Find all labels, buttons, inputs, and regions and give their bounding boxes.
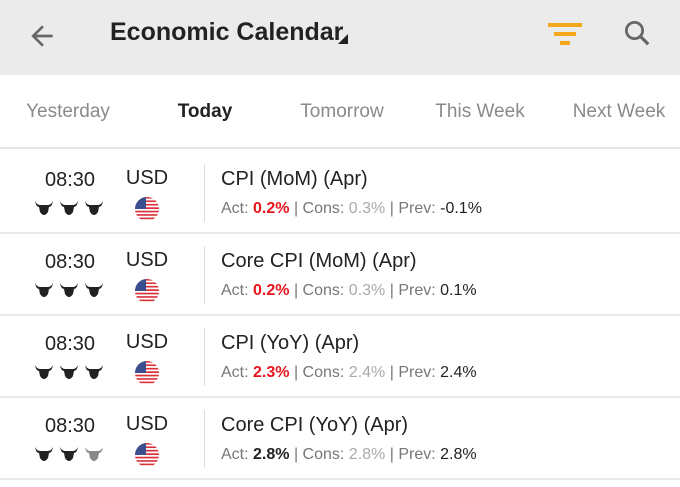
separator: | bbox=[293, 364, 299, 381]
bull-importance-icon bbox=[60, 447, 78, 461]
us-flag-icon bbox=[135, 197, 159, 221]
event-time: 08:30 bbox=[44, 415, 96, 437]
importance-indicator bbox=[34, 200, 104, 216]
us-flag-icon bbox=[135, 443, 159, 467]
event-name: Core CPI (MoM) (Apr) bbox=[221, 250, 417, 272]
actual-value: 0.2% bbox=[253, 282, 290, 299]
consensus-value: 0.3% bbox=[348, 200, 386, 217]
event-name: CPI (YoY) (Apr) bbox=[221, 332, 360, 354]
separator: | bbox=[389, 364, 394, 381]
separator: | bbox=[293, 282, 299, 299]
page-title[interactable]: Economic Calendar bbox=[110, 18, 344, 46]
search-icon[interactable] bbox=[622, 18, 652, 48]
importance-indicator bbox=[34, 282, 104, 298]
bull-importance-icon bbox=[60, 365, 78, 379]
actual-value: 0.2% bbox=[253, 200, 290, 217]
previous-label: Prev: bbox=[398, 364, 436, 381]
event-values: Act: 0.2% | Cons: 0.3% | Prev: 0.1% bbox=[221, 282, 477, 300]
previous-value: 0.1% bbox=[440, 282, 477, 299]
actual-label: Act: bbox=[221, 200, 249, 217]
actual-value: 2.3% bbox=[253, 364, 290, 381]
previous-value: 2.4% bbox=[440, 364, 477, 381]
event-time: 08:30 bbox=[44, 169, 96, 191]
tab-yesterday[interactable]: Yesterday bbox=[26, 101, 110, 122]
previous-value: -0.1% bbox=[440, 200, 482, 217]
actual-label: Act: bbox=[221, 282, 249, 299]
bull-importance-icon bbox=[85, 283, 103, 297]
previous-label: Prev: bbox=[398, 282, 436, 299]
tab-today[interactable]: Today bbox=[177, 101, 233, 122]
currency: USD bbox=[125, 413, 169, 435]
divider bbox=[204, 328, 205, 386]
app-bar: Economic Calendar bbox=[0, 0, 680, 75]
separator: | bbox=[389, 282, 394, 299]
separator: | bbox=[293, 200, 299, 217]
consensus-label: Cons: bbox=[302, 364, 345, 381]
previous-label: Prev: bbox=[398, 446, 436, 463]
previous-value: 2.8% bbox=[440, 446, 477, 463]
bull-importance-icon bbox=[35, 201, 53, 215]
bull-importance-icon bbox=[85, 447, 103, 461]
us-flag-icon bbox=[135, 361, 159, 385]
bull-importance-icon bbox=[35, 365, 53, 379]
event-row[interactable]: 08:30 USD Core CPI (MoM) (Apr) Act: 0.2%… bbox=[0, 234, 680, 316]
consensus-value: 2.8% bbox=[348, 446, 386, 463]
bull-importance-icon bbox=[85, 365, 103, 379]
bull-importance-icon bbox=[85, 201, 103, 215]
event-row[interactable]: 08:30 USD Core CPI (YoY) (Apr) Act: 2.8%… bbox=[0, 398, 680, 480]
event-time: 08:30 bbox=[44, 251, 96, 273]
consensus-label: Cons: bbox=[302, 200, 345, 217]
consensus-label: Cons: bbox=[302, 282, 345, 299]
event-row[interactable]: 08:30 USD CPI (YoY) (Apr) Act: 2.3% | Co… bbox=[0, 316, 680, 398]
event-name: Core CPI (YoY) (Apr) bbox=[221, 414, 409, 436]
us-flag-icon bbox=[135, 279, 159, 303]
actual-label: Act: bbox=[221, 446, 249, 463]
separator: | bbox=[389, 446, 394, 463]
bull-importance-icon bbox=[60, 201, 78, 215]
event-name: CPI (MoM) (Apr) bbox=[221, 168, 368, 190]
dropdown-caret-icon[interactable] bbox=[338, 34, 348, 44]
event-time: 08:30 bbox=[44, 333, 96, 355]
event-values: Act: 2.3% | Cons: 2.4% | Prev: 2.4% bbox=[221, 364, 477, 382]
currency: USD bbox=[125, 331, 169, 353]
divider bbox=[204, 410, 205, 468]
date-tabs: Yesterday Today Tomorrow This Week Next … bbox=[0, 75, 680, 149]
actual-label: Act: bbox=[221, 364, 249, 381]
bull-importance-icon bbox=[35, 283, 53, 297]
separator: | bbox=[293, 446, 299, 463]
event-values: Act: 0.2% | Cons: 0.3% | Prev: -0.1% bbox=[221, 200, 482, 218]
filter-icon[interactable] bbox=[548, 20, 582, 48]
consensus-label: Cons: bbox=[302, 446, 345, 463]
back-arrow-icon[interactable] bbox=[26, 20, 58, 52]
consensus-value: 0.3% bbox=[348, 282, 386, 299]
event-values: Act: 2.8% | Cons: 2.8% | Prev: 2.8% bbox=[221, 446, 477, 464]
actual-value: 2.8% bbox=[253, 446, 290, 463]
divider bbox=[204, 246, 205, 304]
currency: USD bbox=[125, 249, 169, 271]
separator: | bbox=[389, 200, 394, 217]
previous-label: Prev: bbox=[398, 200, 436, 217]
tab-this-week[interactable]: This Week bbox=[435, 101, 525, 122]
importance-indicator bbox=[34, 364, 104, 380]
bull-importance-icon bbox=[35, 447, 53, 461]
divider bbox=[204, 164, 205, 222]
tab-tomorrow[interactable]: Tomorrow bbox=[300, 101, 384, 122]
consensus-value: 2.4% bbox=[348, 364, 386, 381]
currency: USD bbox=[125, 167, 169, 189]
tab-next-week[interactable]: Next Week bbox=[572, 101, 666, 122]
bull-importance-icon bbox=[60, 283, 78, 297]
event-row[interactable]: 08:30 USD CPI (MoM) (Apr) Act: 0.2% | Co… bbox=[0, 152, 680, 234]
importance-indicator bbox=[34, 446, 104, 462]
